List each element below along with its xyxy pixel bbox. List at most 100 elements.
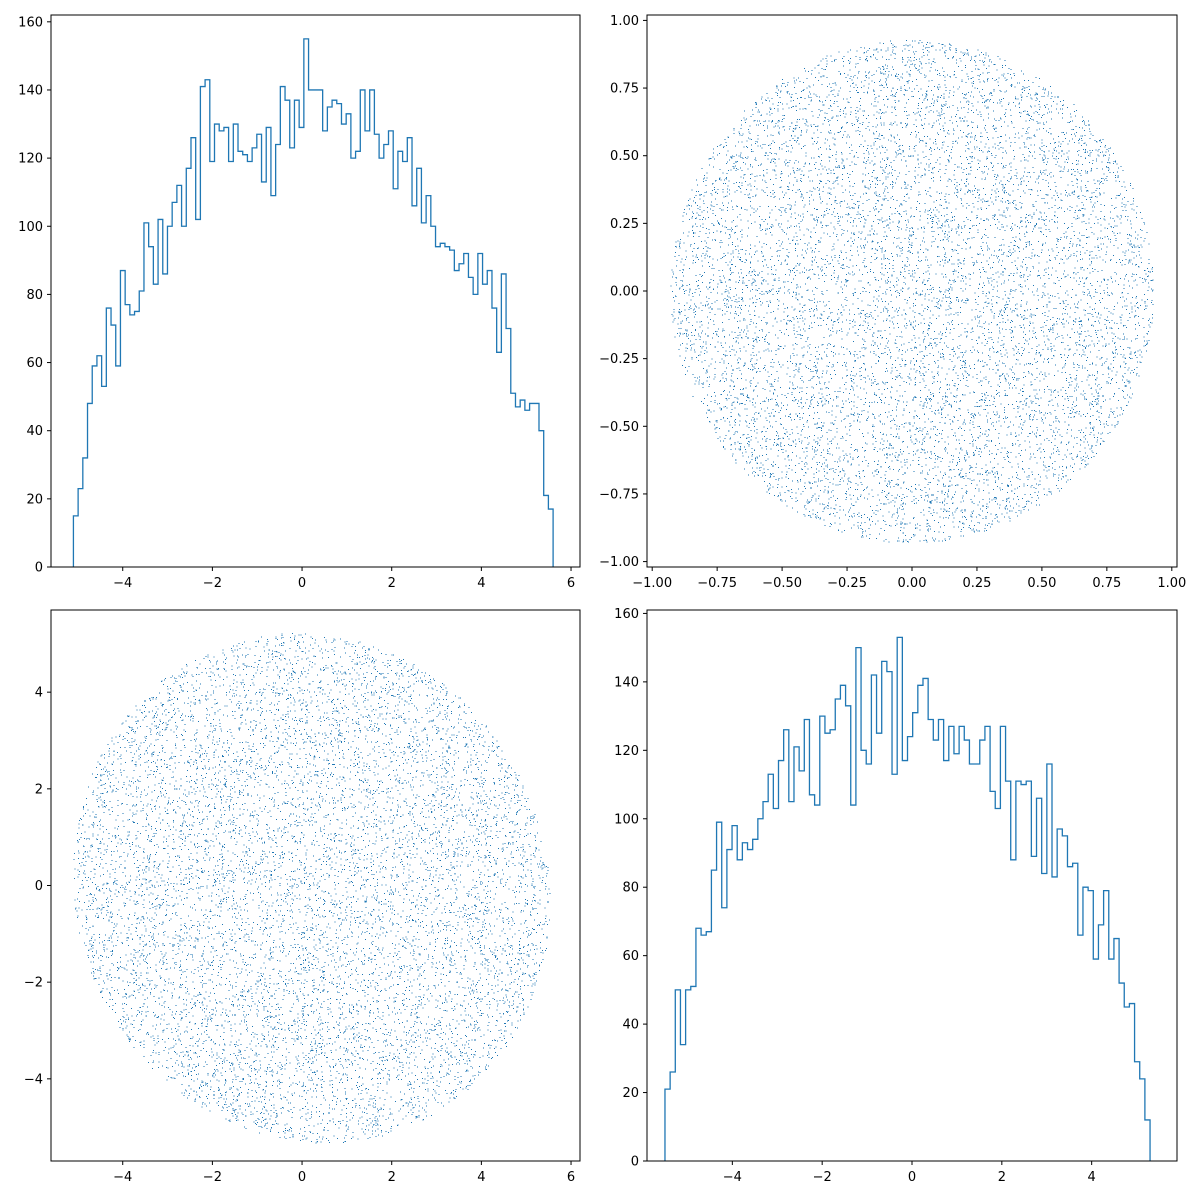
scatter-point — [1032, 265, 1034, 267]
scatter-point — [1069, 412, 1071, 414]
scatter-point — [860, 221, 861, 223]
scatter-point — [989, 472, 991, 474]
scatter-point — [770, 232, 771, 233]
scatter-point — [981, 150, 983, 152]
scatter-point — [961, 449, 963, 451]
scatter-point — [940, 96, 942, 98]
scatter-point — [742, 298, 743, 300]
scatter-point — [857, 396, 859, 398]
scatter-point — [749, 133, 751, 135]
scatter-point — [798, 222, 800, 224]
scatter-point — [699, 294, 701, 296]
scatter-point — [883, 530, 885, 532]
scatter-point — [1097, 270, 1099, 272]
scatter-point — [1070, 121, 1072, 122]
y-tick-label: 20 — [26, 492, 43, 507]
scatter-point — [1008, 382, 1010, 384]
scatter-point — [1116, 215, 1118, 217]
scatter-point — [756, 235, 758, 237]
scatter-point — [795, 497, 797, 499]
scatter-point — [943, 265, 945, 267]
scatter-point — [770, 226, 772, 227]
scatter-point — [726, 173, 728, 175]
scatter-point — [791, 107, 793, 109]
scatter-point — [832, 483, 834, 485]
scatter-point — [707, 327, 709, 329]
scatter-point — [820, 202, 822, 204]
scatter-point — [945, 86, 947, 88]
scatter-point — [1065, 276, 1067, 278]
scatter-point — [1080, 258, 1082, 260]
scatter-point — [845, 251, 847, 253]
scatter-point — [1118, 167, 1120, 169]
scatter-point — [741, 229, 743, 231]
scatter-point — [1081, 221, 1083, 223]
scatter-point — [954, 385, 956, 387]
scatter-point — [1058, 165, 1060, 167]
scatter-point — [1058, 454, 1060, 456]
scatter-point — [804, 330, 806, 332]
scatter-point — [867, 145, 869, 147]
scatter-point — [899, 149, 901, 150]
scatter-point — [918, 191, 920, 193]
scatter-point — [851, 161, 853, 163]
scatter-point — [982, 236, 983, 238]
scatter-point — [977, 49, 979, 51]
scatter-point — [948, 282, 950, 284]
scatter-point — [863, 252, 865, 254]
scatter-point — [1089, 422, 1091, 424]
scatter-point — [905, 44, 907, 46]
scatter-point — [963, 354, 965, 356]
scatter-point — [872, 340, 874, 342]
scatter-point — [970, 368, 972, 370]
scatter-point — [730, 379, 732, 381]
scatter-point — [1002, 186, 1004, 188]
scatter-point — [781, 223, 783, 225]
scatter-point — [1007, 180, 1009, 182]
scatter-point — [1128, 347, 1130, 349]
scatter-point — [974, 316, 976, 318]
scatter-point — [990, 386, 992, 388]
scatter-point — [769, 228, 771, 230]
scatter-point — [850, 503, 852, 505]
scatter-point — [730, 412, 732, 414]
scatter-point — [854, 515, 855, 517]
scatter-point — [958, 234, 960, 236]
scatter-point — [745, 421, 747, 423]
scatter-point — [724, 381, 726, 383]
scatter-point — [939, 193, 940, 195]
scatter-point — [1094, 202, 1096, 204]
scatter-point — [863, 91, 865, 93]
scatter-point — [834, 471, 836, 473]
scatter-point — [1101, 281, 1103, 283]
scatter-point — [754, 175, 756, 177]
scatter-point — [885, 538, 887, 540]
scatter-point — [925, 271, 927, 273]
scatter-point — [816, 287, 818, 289]
scatter-point — [912, 327, 914, 329]
scatter-point — [1063, 354, 1065, 356]
scatter-point — [1112, 172, 1114, 174]
scatter-point — [827, 86, 829, 87]
scatter-point — [908, 488, 910, 490]
scatter-point — [1004, 508, 1006, 510]
scatter-point — [928, 397, 930, 399]
scatter-point — [811, 126, 813, 127]
scatter-point — [768, 217, 770, 218]
scatter-point — [974, 157, 975, 159]
scatter-point — [866, 91, 868, 93]
scatter-point — [862, 470, 864, 472]
scatter-point — [718, 222, 720, 224]
scatter-point — [846, 266, 848, 268]
scatter-point — [927, 217, 929, 219]
scatter-point — [810, 235, 812, 237]
scatter-point — [1099, 443, 1101, 444]
scatter-point — [1019, 275, 1021, 277]
scatter-point — [986, 479, 988, 481]
scatter-point — [907, 250, 909, 252]
scatter-point — [899, 449, 901, 450]
scatter-point — [674, 336, 676, 338]
scatter-point — [866, 118, 868, 120]
scatter-point — [985, 201, 987, 202]
scatter-point — [800, 329, 801, 331]
